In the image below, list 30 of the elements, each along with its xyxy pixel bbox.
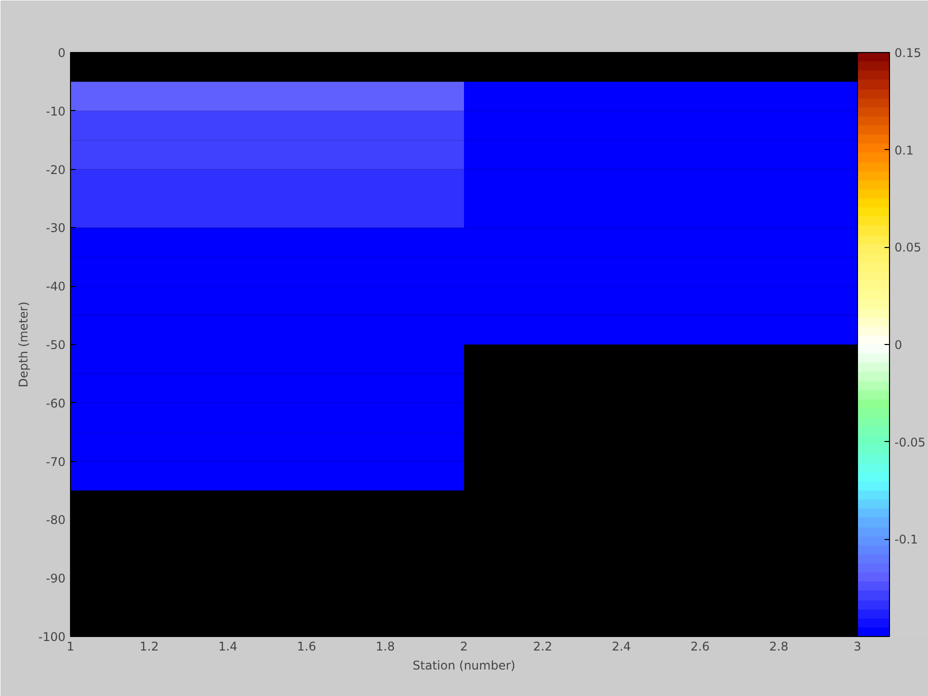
- x-tick-label: 3: [854, 640, 862, 654]
- x-tick-label: 2.8: [769, 640, 788, 654]
- y-tick-label: -80: [46, 513, 66, 528]
- color-bar-label: 0.15: [894, 46, 922, 60]
- color-bar-label: 0: [894, 338, 902, 352]
- x-tick-label: 2: [460, 640, 468, 654]
- color-bar-label: 0.1: [894, 143, 914, 158]
- x-tick-label: 2.6: [690, 640, 710, 654]
- x-tick-label: 1.8: [376, 640, 395, 654]
- y-tick-label: -100: [38, 630, 66, 644]
- y-tick-label: -70: [46, 454, 66, 469]
- y-axis-title: Depth (meter): [16, 302, 30, 388]
- x-tick-label: 1.6: [297, 640, 316, 654]
- x-tick-label: 2.2: [533, 640, 552, 654]
- color-bar-label: 0.05: [894, 240, 922, 255]
- x-axis-title: Station (number): [412, 658, 516, 672]
- y-tick-label: -10: [46, 104, 66, 118]
- y-tick-label: -30: [46, 221, 66, 236]
- y-tick-label: -20: [46, 162, 66, 177]
- y-tick-label: -90: [46, 572, 66, 586]
- y-tick-label: 0: [58, 46, 66, 60]
- x-tick-label: 1.4: [218, 640, 238, 654]
- x-tick-label: 1.2: [140, 640, 159, 654]
- x-tick-label: 1: [66, 640, 74, 654]
- x-tick-label: 2.4: [612, 640, 631, 654]
- color-bar-label: -0.1: [894, 532, 918, 547]
- y-tick-label: -40: [46, 280, 66, 294]
- y-tick-label: -60: [46, 396, 66, 410]
- y-tick-label: -50: [46, 338, 66, 352]
- color-bar-label: -0.05: [894, 435, 926, 450]
